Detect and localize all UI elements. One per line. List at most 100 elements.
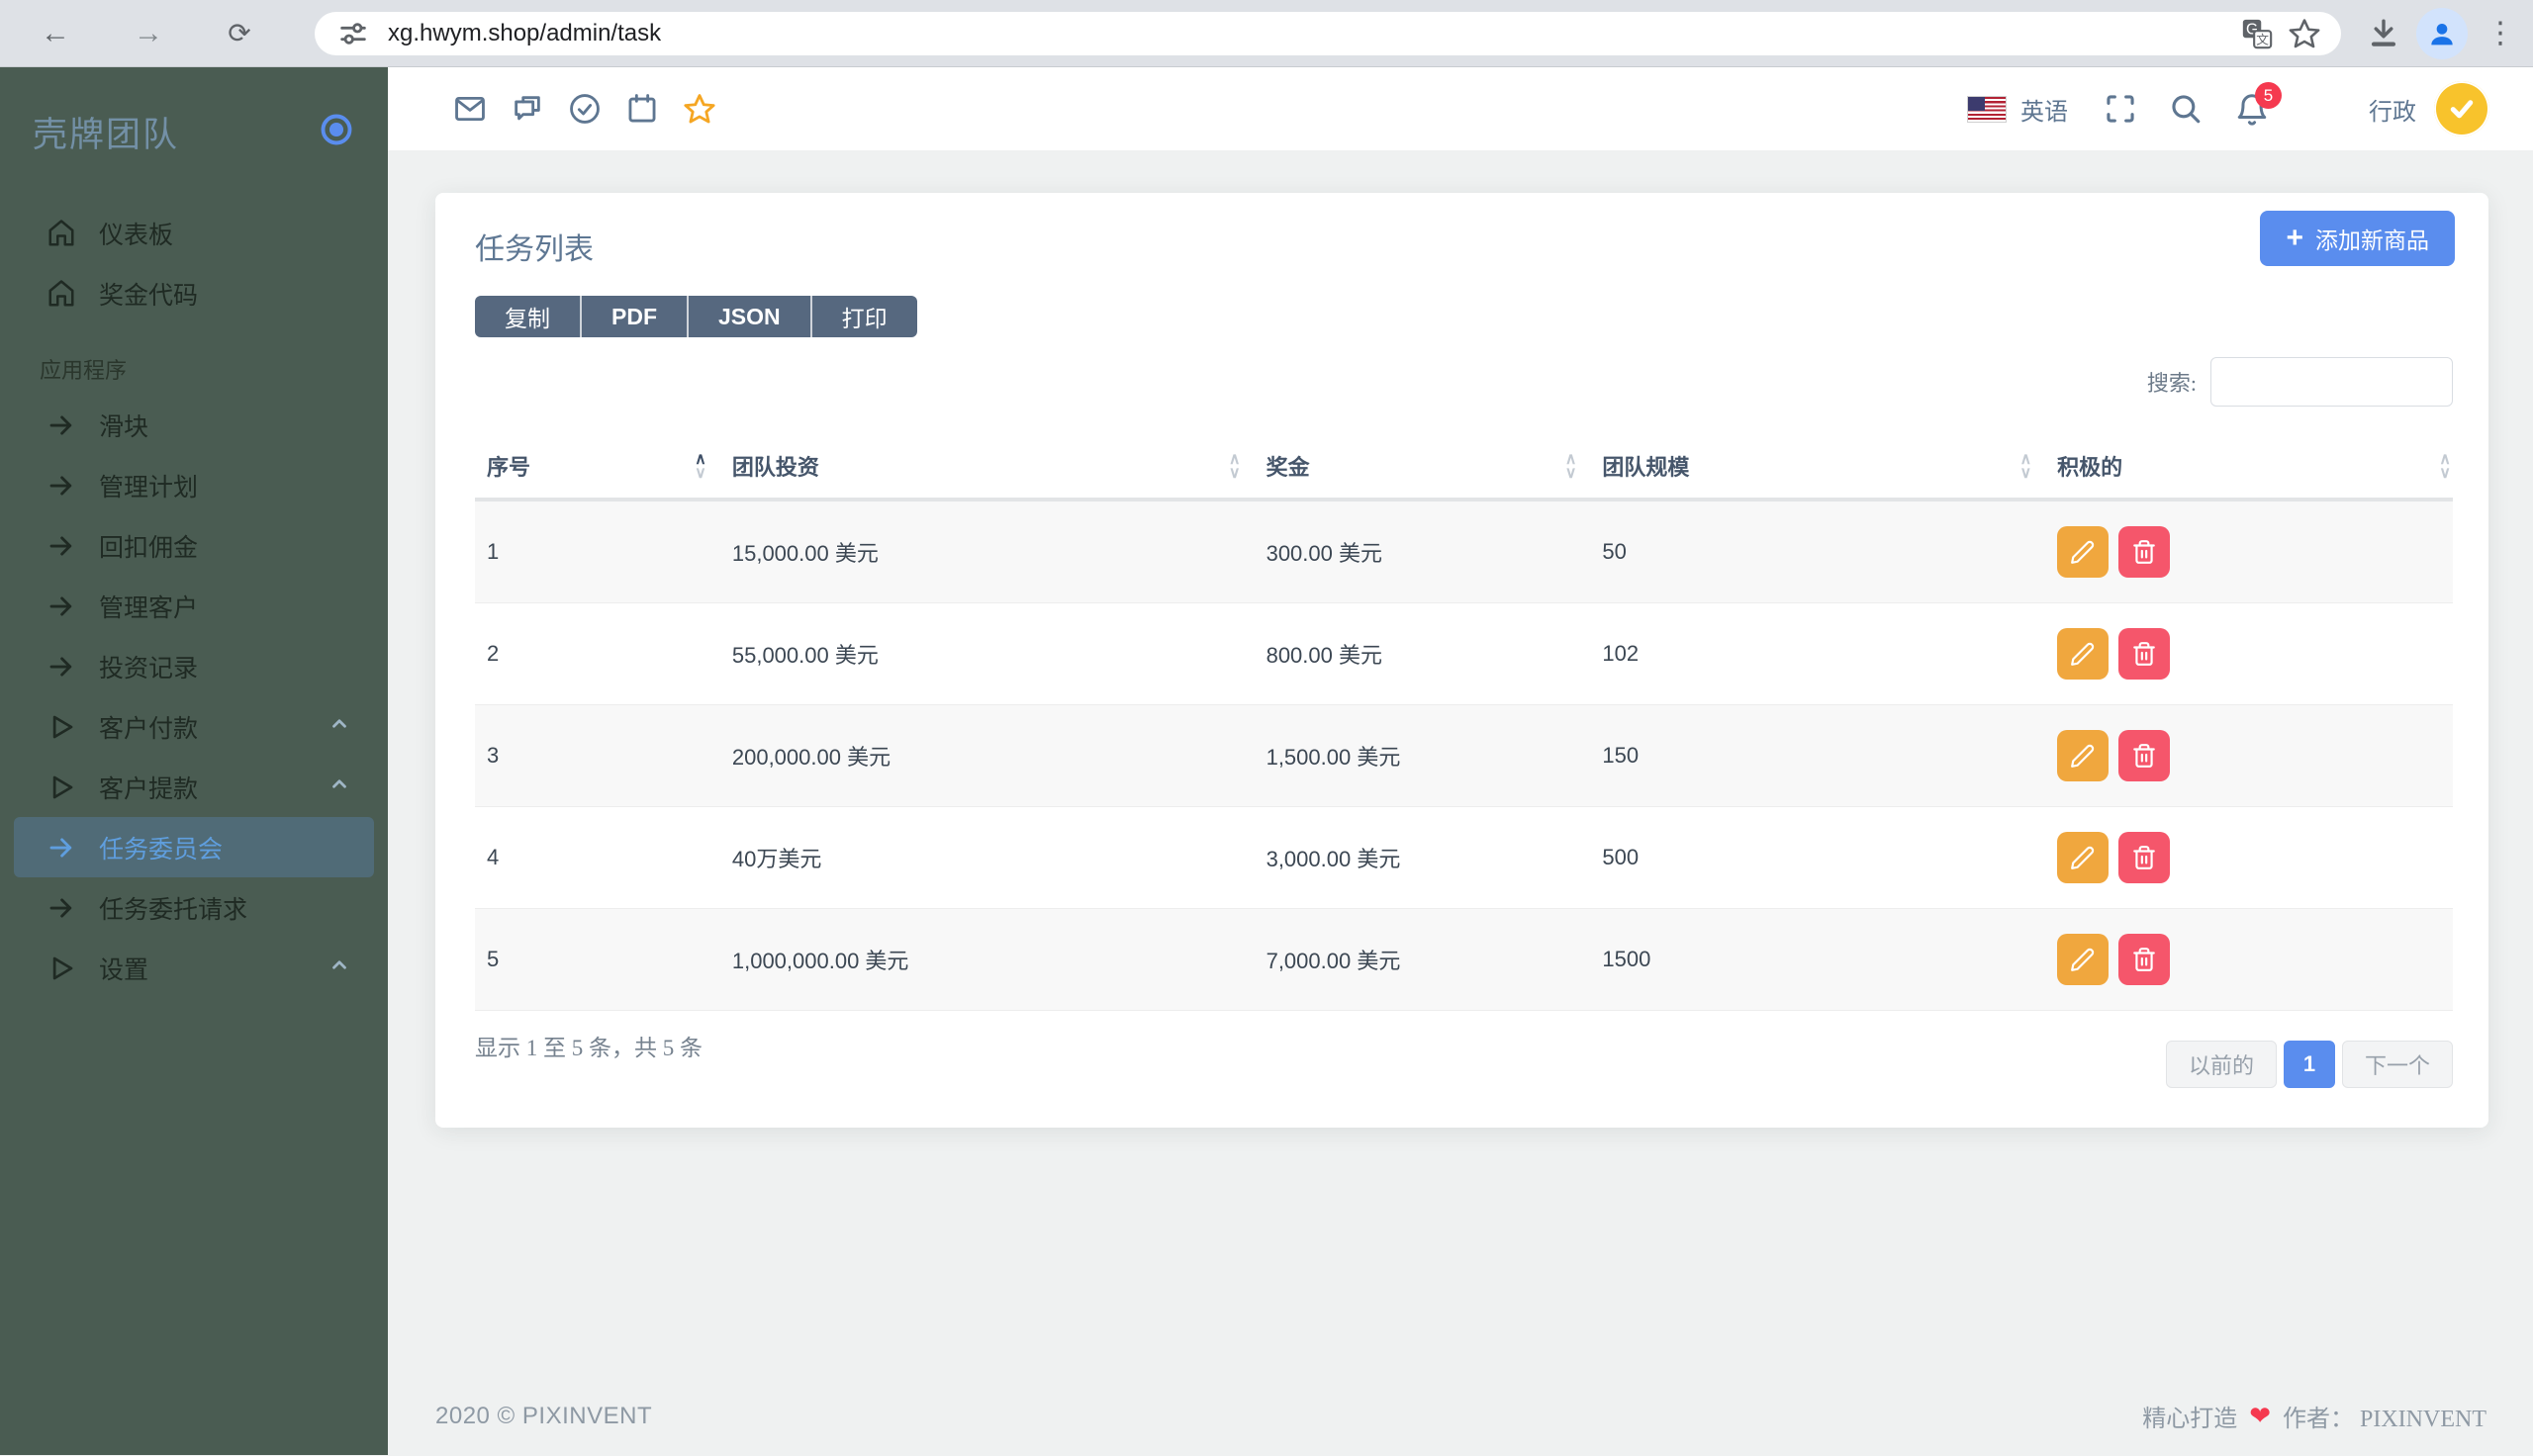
check-circle-icon[interactable] (568, 92, 602, 126)
edit-button[interactable] (2057, 934, 2110, 985)
pagination-previous-button[interactable]: 以前的 (2165, 1041, 2277, 1088)
column-header-serial[interactable]: 序号 ∧ ∨ (475, 436, 732, 501)
pagination-next-button[interactable]: 下一个 (2341, 1041, 2453, 1088)
user-name-label[interactable]: 行政 (2369, 99, 2416, 126)
home-icon (48, 219, 74, 245)
export-button-group: 复制 PDF JSON 打印 (475, 296, 917, 337)
bookmark-star-icon[interactable] (2288, 17, 2321, 50)
cell-team-size: 150 (1602, 704, 2058, 807)
fullscreen-icon[interactable] (2104, 92, 2137, 126)
sort-icons: ∧ ∨ (2019, 451, 2032, 482)
edit-button[interactable] (2057, 526, 2110, 578)
cell-investment: 15,000.00 美元 (731, 500, 1266, 603)
sidebar-item-manage-plans[interactable]: 管理计划 (0, 455, 388, 515)
calendar-icon[interactable] (625, 92, 659, 126)
pagination: 以前的 1 下一个 (2165, 1041, 2453, 1088)
pagination-page-1-button[interactable]: 1 (2283, 1041, 2335, 1088)
sidebar-toggle-icon[interactable] (319, 112, 354, 152)
column-header-bonus[interactable]: 奖金 ∧ ∨ (1266, 436, 1603, 501)
pencil-icon (2071, 744, 2095, 768)
cell-investment: 40万美元 (731, 806, 1266, 909)
search-icon[interactable] (2169, 92, 2203, 126)
brand-title[interactable]: 壳牌团队 (33, 116, 180, 154)
print-button[interactable]: 打印 (811, 296, 917, 337)
sort-icons: ∧ ∨ (2439, 451, 2451, 482)
sidebar-item-slider[interactable]: 滑块 (0, 395, 388, 455)
sidebar-item-label: 回扣佣金 (99, 534, 199, 562)
sort-icons: ∧ ∨ (1564, 451, 1577, 482)
sidebar-item-label: 设置 (99, 956, 149, 984)
plus-icon: + (2286, 222, 2303, 254)
table-row: 4 40万美元 3,000.00 美元 500 (475, 806, 2453, 909)
us-flag-icon[interactable] (1967, 95, 2007, 123)
column-header-team-size[interactable]: 团队规模 ∧ ∨ (1602, 436, 2058, 501)
task-table: 序号 ∧ ∨ 团队投资 ∧ ∨ 奖金 ∧ ∨ (475, 436, 2453, 1011)
footer-copyright: 2020 © PIXINVENT (435, 1402, 653, 1429)
sidebar-section-label: 应用程序 (40, 358, 128, 383)
sidebar-item-client-payments[interactable]: 客户付款 (0, 696, 388, 757)
sidebar-item-task-request[interactable]: 任务委托请求 (0, 877, 388, 938)
downloads-icon[interactable] (2367, 17, 2400, 50)
sidebar-item-label: 奖金代码 (99, 282, 199, 310)
bell-icon[interactable]: 5 (2234, 82, 2282, 126)
cell-bonus: 300.00 美元 (1266, 500, 1603, 603)
browser-reload-button[interactable]: ⟳ (228, 18, 251, 48)
delete-button[interactable] (2118, 934, 2171, 985)
search-input[interactable] (2210, 357, 2453, 407)
delete-button[interactable] (2118, 832, 2171, 883)
chevron-up-icon (328, 773, 350, 801)
pencil-icon (2071, 540, 2095, 564)
edit-button[interactable] (2057, 832, 2110, 883)
browser-chrome: ← → ⟳ xg.hwym.shop/admin/task G 文 (0, 0, 2533, 67)
sidebar: 壳牌团队 仪表板 奖金代码 应用程序 滑块 管理计划 回扣佣金 (0, 67, 388, 1455)
add-new-item-button[interactable]: + 添加新商品 (2260, 211, 2455, 266)
page-title: 任务列表 (475, 233, 594, 266)
browser-forward-button[interactable]: → (134, 16, 163, 49)
edit-button[interactable] (2057, 628, 2110, 680)
url-text[interactable]: xg.hwym.shop/admin/task (388, 19, 662, 46)
cell-team-size: 1500 (1602, 908, 2058, 1011)
heart-icon: ❤ (2249, 1401, 2272, 1430)
footer-author-label: 作者： PIXINVENT (2283, 1407, 2486, 1432)
trash-icon (2133, 744, 2156, 768)
delete-button[interactable] (2118, 526, 2171, 578)
cell-bonus: 3,000.00 美元 (1266, 806, 1603, 909)
trash-icon (2133, 846, 2156, 869)
edit-button[interactable] (2057, 730, 2110, 781)
star-icon[interactable] (683, 92, 716, 126)
home-icon (48, 279, 74, 306)
arrow-right-icon (49, 656, 72, 677)
column-header-team-investment[interactable]: 团队投资 ∧ ∨ (731, 436, 1266, 501)
copy-button[interactable]: 复制 (475, 296, 582, 337)
search-label: 搜索: (2146, 371, 2197, 396)
address-bar[interactable]: xg.hwym.shop/admin/task G 文 (315, 11, 2341, 55)
cell-bonus: 1,500.00 美元 (1266, 704, 1603, 807)
column-header-active[interactable]: 积极的 ∧ ∨ (2057, 436, 2453, 501)
sidebar-item-rebate-commission[interactable]: 回扣佣金 (0, 515, 388, 576)
pdf-button[interactable]: PDF (582, 296, 689, 337)
language-label[interactable]: 英语 (2020, 99, 2068, 126)
cell-serial: 2 (475, 602, 732, 705)
sidebar-item-investment-records[interactable]: 投资记录 (0, 636, 388, 696)
delete-button[interactable] (2118, 628, 2171, 680)
sidebar-item-label: 任务委员会 (99, 836, 224, 864)
site-info-icon[interactable] (336, 17, 370, 50)
sidebar-item-settings[interactable]: 设置 (0, 938, 388, 998)
delete-button[interactable] (2118, 730, 2171, 781)
browser-menu-icon[interactable]: ⋮ (2486, 17, 2515, 49)
mail-icon[interactable] (453, 92, 487, 126)
sidebar-item-task-committee[interactable]: 任务委员会 (14, 817, 374, 877)
json-button[interactable]: JSON (689, 296, 812, 337)
translate-icon[interactable]: G 文 (2240, 17, 2274, 50)
sidebar-item-dashboard[interactable]: 仪表板 (0, 203, 388, 263)
sidebar-item-client-withdrawals[interactable]: 客户提款 (0, 757, 388, 817)
cell-investment: 200,000.00 美元 (731, 704, 1266, 807)
sidebar-item-label: 仪表板 (99, 222, 174, 249)
arrow-right-icon (49, 414, 72, 435)
sidebar-item-bonus-code[interactable]: 奖金代码 (0, 263, 388, 323)
user-avatar[interactable] (2434, 81, 2489, 136)
sidebar-item-manage-clients[interactable]: 管理客户 (0, 576, 388, 636)
chat-icon[interactable] (511, 92, 544, 126)
browser-back-button[interactable]: ← (41, 16, 70, 49)
browser-profile-avatar[interactable] (2416, 7, 2468, 59)
